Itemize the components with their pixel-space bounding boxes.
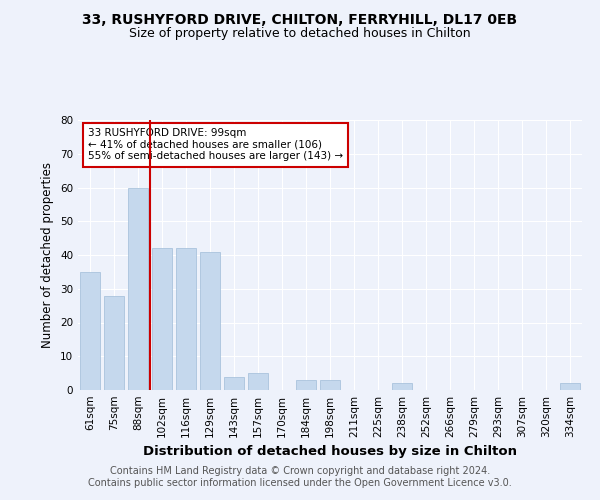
Bar	[224, 376, 244, 390]
Bar	[128, 188, 148, 390]
Bar	[80, 272, 100, 390]
Bar	[152, 248, 172, 390]
Text: 33, RUSHYFORD DRIVE, CHILTON, FERRYHILL, DL17 0EB: 33, RUSHYFORD DRIVE, CHILTON, FERRYHILL,…	[82, 12, 518, 26]
Text: Size of property relative to detached houses in Chilton: Size of property relative to detached ho…	[129, 28, 471, 40]
Y-axis label: Number of detached properties: Number of detached properties	[41, 162, 55, 348]
Bar	[248, 373, 268, 390]
Bar	[560, 383, 580, 390]
X-axis label: Distribution of detached houses by size in Chilton: Distribution of detached houses by size …	[143, 446, 517, 458]
Text: 33 RUSHYFORD DRIVE: 99sqm
← 41% of detached houses are smaller (106)
55% of semi: 33 RUSHYFORD DRIVE: 99sqm ← 41% of detac…	[88, 128, 343, 162]
Bar	[176, 248, 196, 390]
Bar	[200, 252, 220, 390]
Text: Contains HM Land Registry data © Crown copyright and database right 2024.
Contai: Contains HM Land Registry data © Crown c…	[88, 466, 512, 487]
Bar	[104, 296, 124, 390]
Bar	[320, 380, 340, 390]
Bar	[296, 380, 316, 390]
Bar	[392, 383, 412, 390]
